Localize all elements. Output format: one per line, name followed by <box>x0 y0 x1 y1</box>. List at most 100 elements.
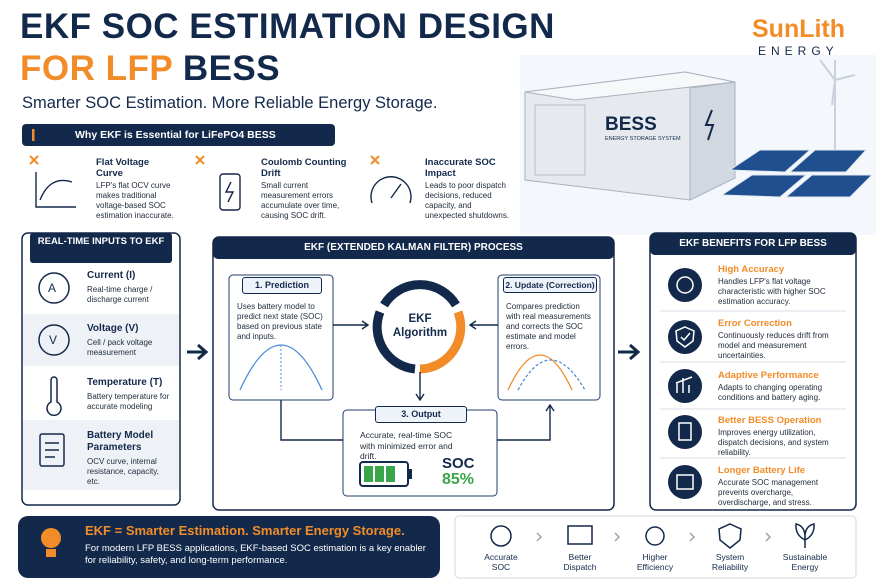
input-title: Voltage (V) <box>87 323 139 334</box>
container-sublabel: ENERGY STORAGE SYSTEM <box>605 136 681 142</box>
subtitle: Smarter SOC Estimation. More Reliable En… <box>22 94 438 112</box>
ekf-center: EKF Algorithm <box>392 313 448 339</box>
battery-icon <box>219 173 241 211</box>
input-title: Battery Model Parameters <box>87 430 154 453</box>
arrow <box>333 320 370 330</box>
benefit-icon <box>668 465 702 499</box>
doc-icon <box>39 433 65 467</box>
input-text: Battery temperature for accurate modelin… <box>87 392 170 411</box>
accent <box>32 129 35 141</box>
dividers <box>660 310 846 459</box>
input-text: Cell / pack voltage measurement <box>87 338 153 357</box>
benefit-title: Better BESS Operation <box>718 415 822 426</box>
cell <box>364 466 373 482</box>
process-header <box>213 237 614 259</box>
benefit-title: Longer Battery Life <box>718 465 806 476</box>
flow-arrow <box>187 343 209 361</box>
bell-curve <box>507 354 573 391</box>
title-line1: EKF SOC ESTIMATION DESIGN <box>20 7 555 46</box>
input-title: Current (I) <box>87 270 136 281</box>
solar-panel <box>728 149 812 173</box>
bolt-icon <box>704 109 715 141</box>
footer-icons <box>490 523 815 549</box>
glyph <box>676 276 694 294</box>
inputs-header <box>30 233 172 263</box>
arrow <box>415 372 425 402</box>
step-title: 3. Output <box>375 406 467 423</box>
benefit-text: Adapts to changing operating conditions … <box>718 383 823 402</box>
bulb-base <box>46 549 56 557</box>
current-icon <box>38 272 70 304</box>
logo-sub: ENERGY <box>758 44 839 58</box>
soc-value: 85% <box>442 471 475 488</box>
why-item-text: Small current measurement errors accumul… <box>261 181 340 220</box>
x-mark <box>370 155 380 165</box>
why-item-title: Flat Voltage Curve <box>96 157 150 180</box>
solar-panel <box>720 174 808 198</box>
bulb-icon <box>41 528 61 548</box>
why-title: Why EKF is Essential for LiFePO4 BESS <box>75 129 276 141</box>
x-marks <box>29 155 380 165</box>
footer-icons-box <box>454 515 857 579</box>
benefit-text: Accurate SOC management prevents overcha… <box>718 478 819 507</box>
icon-letter: A <box>48 281 57 295</box>
benefit-title: High Accuracy <box>718 264 785 275</box>
x-mark <box>195 155 205 165</box>
input-title: Temperature (T) <box>87 377 163 388</box>
flow-arrow <box>618 343 641 361</box>
solar-panels <box>720 149 874 198</box>
step-title: 1. Prediction <box>242 277 322 294</box>
chevrons <box>536 532 772 542</box>
battery-cells <box>364 466 395 482</box>
gauge-icon <box>370 176 412 204</box>
benefit-title: Error Correction <box>718 318 792 329</box>
x-mark <box>29 155 39 165</box>
cycle-arc <box>372 310 416 374</box>
logo: SunLith <box>752 15 846 43</box>
step-text: Compares prediction with real measuremen… <box>506 302 591 351</box>
battery-tip <box>408 469 412 479</box>
input-text: OCV curve, internal resistance, capacity… <box>87 457 159 486</box>
footer-icon <box>645 526 665 546</box>
container-door <box>534 104 586 176</box>
benefit-glyphs <box>675 276 695 490</box>
benefit-icons <box>668 268 702 499</box>
thermometer-icon <box>46 376 62 417</box>
input-icons <box>38 272 70 467</box>
benefit-title: Adaptive Performance <box>718 370 819 381</box>
footer-icon <box>567 525 593 545</box>
container-label: BESS <box>605 114 657 135</box>
title-rest: BESS <box>182 49 281 88</box>
arrow <box>497 403 555 441</box>
title-line2: FOR LFP BESS <box>20 48 280 90</box>
update-box <box>497 274 601 401</box>
container-side <box>689 81 736 201</box>
benefit-icon <box>668 320 702 354</box>
footer-label: Sustainable Energy <box>782 552 828 573</box>
cell <box>375 466 384 482</box>
footer-label: Better Dispatch <box>563 552 597 573</box>
title-accent: FOR LFP <box>20 49 173 88</box>
footer-banner <box>18 516 440 578</box>
footer-text: For modern LFP BESS applications, EKF-ba… <box>85 543 426 567</box>
benefit-icon <box>668 268 702 302</box>
benefit-text: Handles LFP's flat voltage characteristi… <box>718 277 826 306</box>
icon-letter: V <box>49 333 58 347</box>
gauge-needle <box>390 183 402 199</box>
row-bg <box>23 314 179 366</box>
step-title: 2. Update (Correction) <box>503 277 597 294</box>
voltage-icon <box>38 324 70 356</box>
why-item-text: Leads to poor dispatch decisions, reduce… <box>425 181 510 220</box>
benefit-text: Improves energy utilization, dispatch de… <box>718 428 829 457</box>
footer-label: Accurate SOC <box>484 552 518 573</box>
input-text: Real-time charge / discharge current <box>87 285 153 304</box>
why-icons <box>35 172 412 211</box>
battery-bolt <box>224 181 235 203</box>
glyph <box>678 422 692 441</box>
benefits-title: EKF BENEFITS FOR LFP BESS <box>679 238 827 249</box>
step-text: Uses battery model to predict next state… <box>237 302 323 341</box>
doc-lines <box>45 442 59 458</box>
curve-icon <box>35 172 76 208</box>
why-item-text: LFP's flat OCV curve makes traditional v… <box>96 181 174 220</box>
